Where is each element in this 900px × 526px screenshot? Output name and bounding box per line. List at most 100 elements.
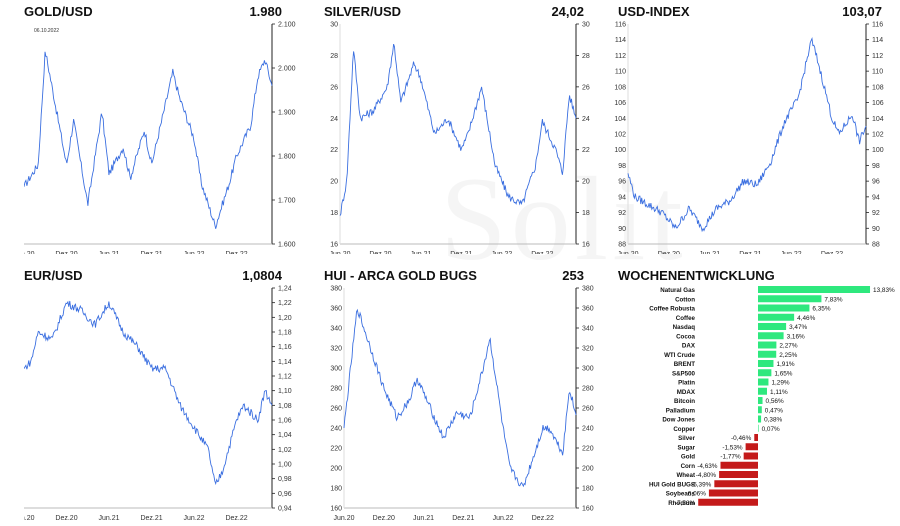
chart-last-value: 253 xyxy=(562,268,584,283)
y-tick-label-right: 1.900 xyxy=(278,110,296,117)
bar-value-label: 3,47% xyxy=(789,324,807,331)
y-tick-label-left: 160 xyxy=(330,506,342,513)
y-tick-label-left: 114 xyxy=(615,37,626,44)
bar-category-label: Corn xyxy=(681,463,696,470)
y-tick-label-right: 240 xyxy=(582,426,594,433)
y-tick-label-right: 88 xyxy=(872,242,880,249)
bar xyxy=(758,387,767,395)
y-tick-label-left: 90 xyxy=(618,226,626,233)
y-tick-label-left: 280 xyxy=(330,386,342,393)
y-tick-label-right: 100 xyxy=(872,147,884,154)
weekly-performance-bar-chart: Natural Gas 13,83% Cotton 7,83% Coffee Robus… xyxy=(649,286,895,507)
bar-category-label: Sugar xyxy=(677,444,695,451)
price-line xyxy=(627,37,867,233)
bar-value-label: -5,39% xyxy=(691,481,712,488)
bar xyxy=(708,489,758,497)
y-tick-label-left: 18 xyxy=(330,210,338,217)
chart-last-value: 24,02 xyxy=(551,4,584,19)
y-tick-label-right: 280 xyxy=(582,386,594,393)
bar xyxy=(758,332,784,340)
chart-last-value: 1,0804 xyxy=(242,268,282,283)
y-tick-label-left: 260 xyxy=(330,406,342,413)
price-line xyxy=(24,51,273,229)
usd-index-chart: USD-INDEX 103,07 88 88 90 90 92 92 94 94 96 96 98 9… xyxy=(614,4,900,258)
x-tick-label: Dez.21 xyxy=(140,251,162,254)
x-tick-label: Dez.21 xyxy=(739,251,761,254)
y-tick-label-right: 1,12 xyxy=(278,374,292,381)
bar-category-label: Soybeans xyxy=(666,491,696,498)
weekly-performance-title: WOCHENENTWICKLUNG xyxy=(618,268,775,283)
y-tick-label-left: 20 xyxy=(330,179,338,186)
y-tick-label-right: 220 xyxy=(582,446,594,453)
bar xyxy=(758,350,777,358)
y-tick-label-left: 24 xyxy=(330,116,338,123)
y-tick-label-right: 340 xyxy=(582,326,594,333)
bar xyxy=(758,406,762,414)
bar-category-label: Dow Jones xyxy=(662,417,695,424)
bar-value-label: 1,11% xyxy=(770,389,788,396)
x-tick-label: Jun.22 xyxy=(184,515,205,522)
y-tick-label-right: 18 xyxy=(582,210,590,217)
bar xyxy=(745,443,758,451)
gold-usd-chart: GOLD/USD 1.980 1.6001.6001.7001.7001.800… xyxy=(24,4,300,258)
bar-category-label: BRENT xyxy=(674,361,696,368)
y-tick-label-right: 260 xyxy=(582,406,594,413)
bar-value-label: -7,38% xyxy=(675,500,696,507)
x-tick-label: Dez.21 xyxy=(140,515,162,522)
y-tick-label-right: 116 xyxy=(872,22,883,29)
x-tick-label: Jun.20 xyxy=(329,251,350,254)
bar xyxy=(758,424,759,432)
hui-arca-gold-bugs-chart: HUI - ARCA GOLD BUGS 253 160 160 180 180 200… xyxy=(324,268,600,526)
y-tick-label-right: 1,16 xyxy=(278,344,292,351)
y-tick-label-right: 106 xyxy=(872,100,884,107)
bar xyxy=(758,295,822,303)
x-tick-label: Dez.22 xyxy=(532,515,554,522)
y-tick-label-right: 300 xyxy=(582,366,594,373)
x-tick-label: Jun.22 xyxy=(184,251,205,254)
bar-category-label: Silver xyxy=(678,435,695,442)
y-tick-label-right: 360 xyxy=(582,306,594,313)
chart-title: USD-INDEX xyxy=(618,4,690,19)
y-tick-label-right: 1,02 xyxy=(278,447,292,454)
x-tick-label: Jun.20 xyxy=(24,251,35,254)
y-tick-label-right: 110 xyxy=(872,69,883,76)
x-tick-label: Dez.20 xyxy=(55,515,77,522)
x-tick-label: Jun.20 xyxy=(617,251,638,254)
y-tick-label-right: 24 xyxy=(582,116,590,123)
y-tick-label-right: 20 xyxy=(582,179,590,186)
y-tick-label-right: 16 xyxy=(582,242,590,249)
x-tick-label: Jun.20 xyxy=(24,515,35,522)
x-tick-label: Jun.21 xyxy=(699,251,720,254)
y-tick-label-left: 320 xyxy=(330,346,342,353)
bar-value-label: -1,77% xyxy=(720,454,741,461)
bar-category-label: DAX xyxy=(682,343,696,350)
bar-value-label: 13,83% xyxy=(873,287,895,294)
bar-category-label: Coffee Robusta xyxy=(649,306,695,313)
y-tick-label-right: 320 xyxy=(582,346,594,353)
y-tick-label-right: 98 xyxy=(872,163,880,170)
x-tick-label: Jun.22 xyxy=(781,251,802,254)
y-tick-label-right: 108 xyxy=(872,84,884,91)
bar xyxy=(698,498,758,506)
bar xyxy=(743,452,758,460)
price-line xyxy=(339,43,577,216)
bar xyxy=(714,480,758,488)
y-tick-label-right: 1,00 xyxy=(278,462,292,469)
x-tick-label: Dez.20 xyxy=(373,515,395,522)
x-tick-label: Dez.20 xyxy=(369,251,391,254)
y-tick-label-left: 240 xyxy=(330,426,342,433)
y-tick-label-right: 96 xyxy=(872,179,880,186)
bar xyxy=(719,471,758,478)
date-annotation: 06.10.2022 xyxy=(34,28,59,34)
y-tick-label-right: 92 xyxy=(872,210,880,217)
y-tick-label-right: 1,24 xyxy=(278,286,292,293)
bar xyxy=(754,434,758,441)
bar-category-label: HUI Gold BUGS xyxy=(649,481,695,488)
y-tick-label-right: 180 xyxy=(582,486,594,493)
x-tick-label: Dez.20 xyxy=(55,251,77,254)
y-tick-label-right: 104 xyxy=(872,116,884,123)
y-tick-label-left: 92 xyxy=(618,210,626,217)
chart-plot: 160 160 180 180 200 200 220 220 240 240 260 260 280 2… xyxy=(330,286,594,523)
y-tick-label-right: 2.000 xyxy=(278,66,296,73)
chart-plot: 16 16 18 18 20 20 22 22 24 24 26 26 28 28 30 30 Jun.20 De… xyxy=(329,22,590,255)
